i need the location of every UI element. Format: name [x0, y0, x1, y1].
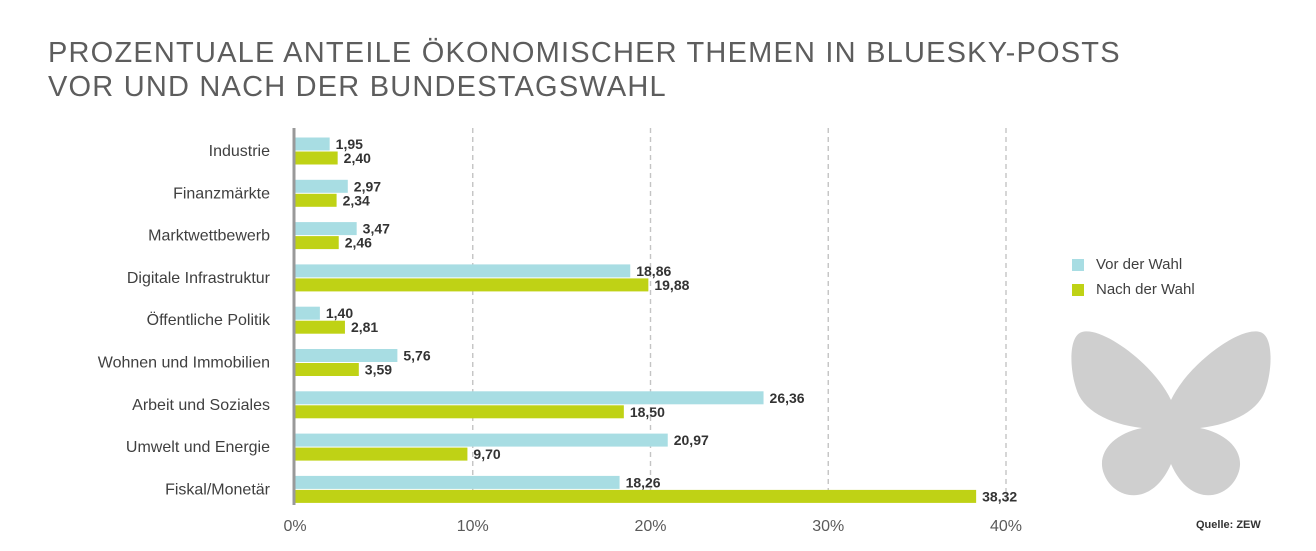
category-label: Arbeit und Soziales — [132, 397, 270, 414]
bar-vor-der-wahl — [295, 391, 764, 405]
category-label: Marktwettbewerb — [148, 228, 270, 245]
bar-vor-der-wahl — [295, 222, 357, 236]
source-note: Quelle: ZEW — [1196, 519, 1261, 531]
bar-vor-der-wahl — [295, 264, 631, 278]
data-label: 3,47 — [363, 221, 390, 237]
x-tick-label: 30% — [812, 518, 844, 535]
chart-title: PROZENTUALE ANTEILE ÖKONOMISCHER THEMEN … — [48, 36, 1121, 104]
x-tick-label: 10% — [457, 518, 489, 535]
data-label: 38,32 — [982, 488, 1017, 504]
data-label: 18,86 — [636, 263, 671, 279]
chart-title-line-1: PROZENTUALE ANTEILE ÖKONOMISCHER THEMEN … — [48, 37, 1121, 69]
x-tick-label: 20% — [634, 518, 666, 535]
category-label: Industrie — [209, 143, 270, 160]
bar-nach-der-wahl — [295, 278, 649, 292]
bar-vor-der-wahl — [295, 475, 620, 489]
bar-vor-der-wahl — [295, 433, 668, 447]
data-label: 2,34 — [343, 192, 370, 208]
bar-nach-der-wahl — [295, 320, 345, 334]
legend-swatch-vor — [1072, 258, 1084, 271]
legend: Vor der Wahl Nach der Wahl — [1072, 252, 1195, 302]
category-label: Finanzmärkte — [173, 185, 270, 202]
x-tick-label: 0% — [283, 518, 306, 535]
data-label: 5,76 — [403, 348, 430, 364]
category-label: Digitale Infrastruktur — [127, 270, 271, 287]
category-label: Fiskal/Monetär — [165, 481, 271, 498]
category-label: Öffentliche Politik — [147, 311, 271, 329]
data-label: 3,59 — [365, 362, 392, 378]
data-label: 1,40 — [326, 305, 353, 321]
legend-swatch-nach — [1072, 283, 1084, 296]
bar-nach-der-wahl — [295, 405, 624, 419]
data-label: 2,40 — [344, 150, 371, 166]
bar-nach-der-wahl — [295, 489, 977, 503]
bar-nach-der-wahl — [295, 236, 339, 250]
data-label: 20,97 — [674, 432, 709, 448]
data-label: 26,36 — [770, 390, 805, 406]
bar-nach-der-wahl — [295, 363, 359, 376]
data-label: 2,46 — [345, 235, 372, 251]
data-label: 9,70 — [473, 446, 500, 462]
legend-item-nach: Nach der Wahl — [1072, 277, 1195, 302]
data-label: 18,50 — [630, 404, 665, 420]
bar-vor-der-wahl — [295, 306, 320, 320]
category-label: Umwelt und Energie — [126, 439, 270, 456]
bluesky-butterfly-icon — [1071, 331, 1271, 496]
legend-item-vor: Vor der Wahl — [1072, 252, 1195, 277]
bar-nach-der-wahl — [295, 193, 337, 207]
x-tick-label: 40% — [990, 518, 1022, 535]
data-label: 19,88 — [654, 277, 689, 293]
data-label: 2,81 — [351, 319, 378, 335]
bar-vor-der-wahl — [295, 349, 398, 362]
legend-label-nach: Nach der Wahl — [1096, 281, 1195, 298]
chart-title-line-2: VOR UND NACH DER BUNDESTAGSWAHL — [48, 71, 667, 103]
legend-label-vor: Vor der Wahl — [1096, 256, 1183, 273]
bar-nach-der-wahl — [295, 447, 468, 461]
bar-nach-der-wahl — [295, 151, 338, 165]
category-label: Wohnen und Immobilien — [98, 355, 270, 372]
data-label: 1,95 — [336, 136, 363, 152]
bar-vor-der-wahl — [295, 137, 330, 151]
data-label: 2,97 — [354, 178, 381, 194]
data-label: 18,26 — [626, 474, 661, 490]
bar-vor-der-wahl — [295, 179, 348, 193]
